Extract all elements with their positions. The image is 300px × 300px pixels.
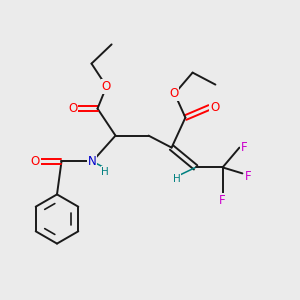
Text: F: F: [244, 170, 251, 183]
Text: H: H: [172, 173, 180, 184]
Text: F: F: [219, 194, 226, 207]
Text: F: F: [241, 141, 247, 154]
Text: O: O: [169, 87, 178, 100]
Text: O: O: [68, 102, 77, 115]
Text: H: H: [101, 167, 109, 177]
Text: O: O: [210, 101, 219, 114]
Text: O: O: [31, 155, 40, 168]
Text: O: O: [102, 80, 111, 93]
Text: N: N: [88, 155, 97, 168]
